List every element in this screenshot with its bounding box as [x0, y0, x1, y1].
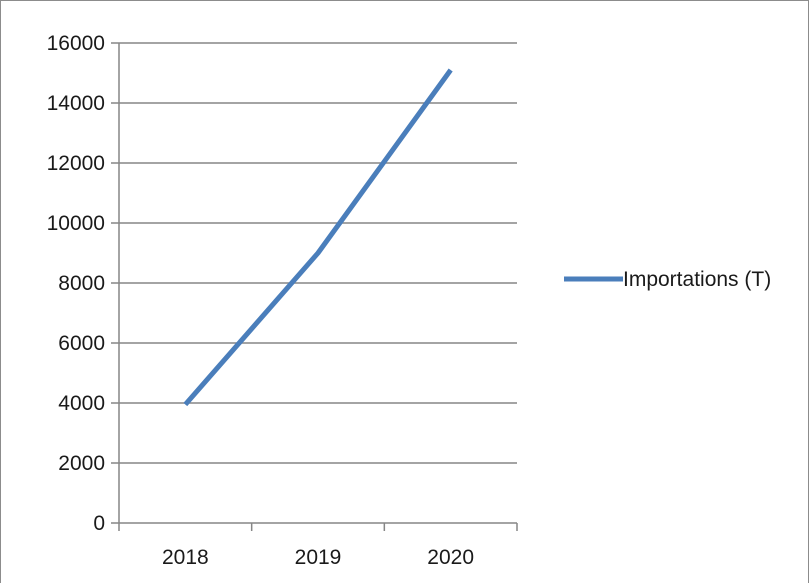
y-axis-tick-labels: 0 2000 4000 6000 8000 10000 12000 14000 16000	[47, 32, 105, 535]
x-tick-label: 2019	[295, 546, 342, 569]
legend: Importations (T)	[564, 268, 771, 291]
y-tick-label: 0	[93, 512, 105, 535]
y-tick-label: 14000	[47, 92, 105, 115]
y-tick-label: 2000	[58, 452, 105, 475]
y-tick-label: 8000	[58, 272, 105, 295]
y-tick-label: 6000	[58, 332, 105, 355]
gridlines	[111, 43, 517, 463]
x-tick-label: 2018	[162, 546, 209, 569]
y-tick-label: 4000	[58, 392, 105, 415]
legend-label: Importations (T)	[623, 268, 771, 291]
y-tick-label: 12000	[47, 152, 105, 175]
x-tick-label: 2020	[427, 546, 474, 569]
series-lines	[185, 70, 451, 405]
series-line	[185, 70, 450, 405]
y-tick-label: 16000	[47, 32, 105, 55]
y-tick-label: 10000	[47, 212, 105, 235]
axes	[111, 43, 517, 531]
x-axis-tick-labels: 2018 2019 2020	[162, 546, 474, 569]
